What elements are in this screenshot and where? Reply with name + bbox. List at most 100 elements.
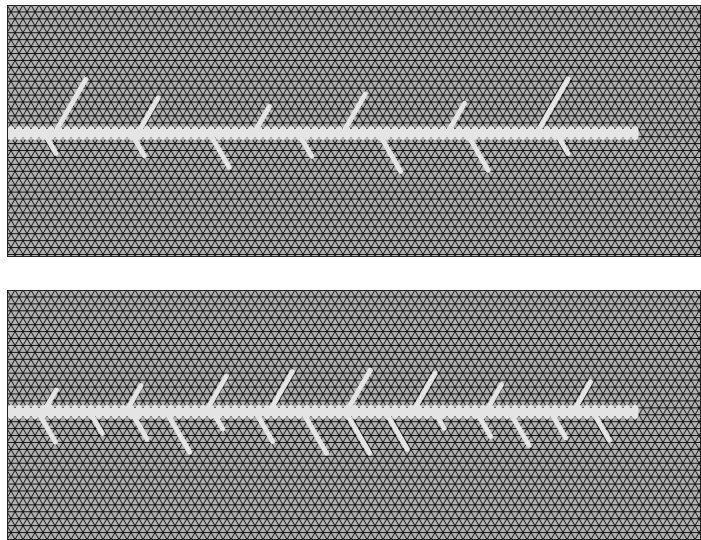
crack-edge [495, 404, 503, 412]
crack-edge [583, 412, 591, 420]
crack-edge [599, 412, 607, 420]
crack-edge [79, 133, 87, 141]
crack-edge [335, 125, 343, 133]
crack-edge [295, 412, 303, 420]
crack-edge [455, 133, 463, 141]
crack-edge [215, 133, 223, 141]
crack-edge [95, 404, 103, 412]
crack-edge [391, 404, 399, 412]
crack-branch-up [251, 104, 272, 136]
crack-branch-down [163, 409, 193, 455]
crack-branch-down [383, 409, 410, 452]
crack-edge [519, 412, 527, 420]
crack-edge [63, 404, 71, 412]
crack-edge [487, 125, 495, 133]
crack-edge [439, 125, 447, 133]
crack-edge [527, 125, 535, 133]
crack-branch-down [432, 409, 447, 431]
crack-edge [399, 133, 407, 141]
main-crack [7, 408, 639, 416]
crack-edge [215, 125, 223, 133]
crack-edge [119, 125, 127, 133]
crack-edge [143, 404, 151, 412]
crack-edge [279, 404, 287, 412]
crack-edge [263, 133, 271, 141]
crack-edge [591, 133, 599, 141]
crack-edge [271, 412, 279, 420]
crack-edge [623, 125, 631, 133]
crack-edge [359, 412, 367, 420]
crack-edge [223, 133, 231, 141]
crack-edge [607, 133, 615, 141]
crack-edge [199, 133, 207, 141]
crack-edge [191, 404, 199, 412]
crack-edge [191, 412, 199, 420]
crack-edge [599, 404, 607, 412]
crack-edge [519, 133, 527, 141]
crack-edge [335, 133, 343, 141]
crack-edge [7, 133, 15, 141]
crack-edge [199, 125, 207, 133]
crack-edge [559, 125, 567, 133]
crack-edge [31, 133, 39, 141]
crack-edge [87, 125, 95, 133]
crack-branch-up [203, 373, 229, 415]
crack-edge [199, 412, 207, 420]
crack-edge [79, 412, 87, 420]
crack-edge [239, 133, 247, 141]
crack-edge [135, 404, 143, 412]
crack-edge [159, 133, 167, 141]
crack-edge [383, 125, 391, 133]
crack-edge [391, 412, 399, 420]
crack-edge [279, 133, 287, 141]
crack-edge [615, 125, 623, 133]
main-crack [7, 129, 639, 137]
crack-edge [487, 412, 495, 420]
crack-edge [335, 404, 343, 412]
crack-edge [319, 412, 327, 420]
crack-edge [151, 133, 159, 141]
crack-edge [607, 125, 615, 133]
crack-edge [79, 125, 87, 133]
crack-branch-down [464, 130, 491, 173]
crack-edge [447, 133, 455, 141]
crack-edge [159, 412, 167, 420]
crack-edge [471, 133, 479, 141]
crack-group [7, 76, 639, 174]
crack-edge [31, 404, 39, 412]
crack-edge [311, 133, 319, 141]
crack-edge [103, 133, 111, 141]
crack-edge [431, 125, 439, 133]
crack-edge [103, 412, 111, 420]
crack-edge [415, 412, 423, 420]
crack-edge [543, 412, 551, 420]
crack-edge [127, 125, 135, 133]
crack-edge [151, 125, 159, 133]
crack-edge [399, 404, 407, 412]
crack-edge [463, 412, 471, 420]
crack-edge [527, 404, 535, 412]
crack-edge [55, 133, 63, 141]
crack-edge [343, 133, 351, 141]
crack-edge [359, 125, 367, 133]
crack-edge [615, 412, 623, 420]
crack-edge [583, 133, 591, 141]
crack-edge [287, 404, 295, 412]
crack-edge [167, 125, 175, 133]
crack-edge [423, 125, 431, 133]
crack-edge [167, 133, 175, 141]
crack-edge [63, 133, 71, 141]
crack-branch-down [553, 130, 571, 156]
crack-edge [375, 125, 383, 133]
crack-edge [111, 404, 119, 412]
lattice-panel-top [7, 5, 701, 257]
crack-branch-down [128, 130, 147, 159]
crack-branch-up [483, 382, 504, 415]
crack-edge [255, 404, 263, 412]
crack-edge [423, 412, 431, 420]
crack-branch-up [52, 76, 89, 136]
crack-edge [623, 404, 631, 412]
crack-edge [399, 125, 407, 133]
crack-edge [303, 125, 311, 133]
crack-edge [631, 125, 639, 133]
